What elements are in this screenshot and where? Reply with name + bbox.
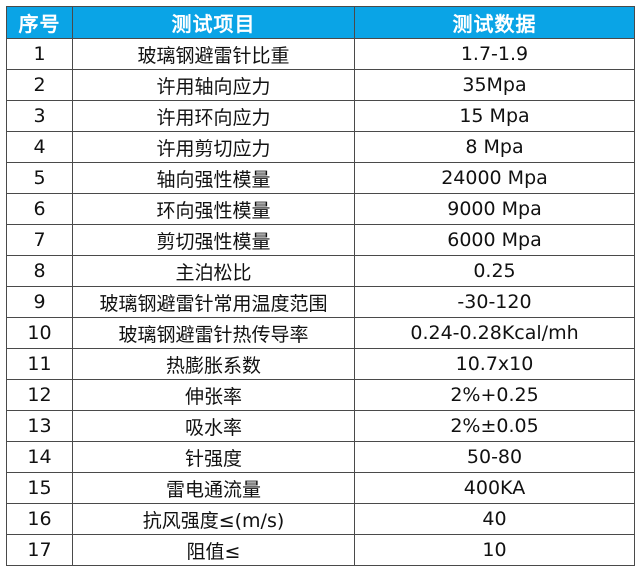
row-number: 10 [6,317,73,349]
table-row: 11 热膨胀系数 10.7x10 [6,348,635,380]
test-value: 2%±0.05 [354,410,635,442]
test-value: 50-80 [354,441,635,473]
row-number: 14 [6,441,73,473]
table-row: 12 伸张率 2%+0.25 [6,379,635,411]
table-row: 9 玻璃钢避雷针常用温度范围 -30-120 [6,286,635,318]
test-item: 玻璃钢避雷针常用温度范围 [72,286,355,318]
test-value: 1.7-1.9 [354,38,635,70]
test-value: 9000 Mpa [354,193,635,225]
table-row: 3 许用环向应力 15 Mpa [6,100,635,132]
row-number: 6 [6,193,73,225]
test-value: 24000 Mpa [354,162,635,194]
test-item: 轴向强性模量 [72,162,355,194]
test-value: 400KA [354,472,635,504]
test-item: 吸水率 [72,410,355,442]
test-item: 许用环向应力 [72,100,355,132]
row-number: 11 [6,348,73,380]
table-row: 14 针强度 50-80 [6,441,635,473]
header-no: 序号 [6,6,73,39]
header-row: 序号 测试项目 测试数据 [6,6,635,39]
test-value: 2%+0.25 [354,379,635,411]
row-number: 2 [6,69,73,101]
row-number: 5 [6,162,73,194]
test-item: 雷电通流量 [72,472,355,504]
test-value: 8 Mpa [354,131,635,163]
test-item: 剪切强性模量 [72,224,355,256]
table-header: 序号 测试项目 测试数据 [6,6,635,39]
test-item: 玻璃钢避雷针比重 [72,38,355,70]
test-item: 主泊松比 [72,255,355,287]
test-value: 6000 Mpa [354,224,635,256]
test-item: 伸张率 [72,379,355,411]
row-number: 4 [6,131,73,163]
table-body: 1 玻璃钢避雷针比重 1.7-1.9 2 许用轴向应力 35Mpa 3 许用环向应力 15 Mp… [6,38,635,566]
row-number: 16 [6,503,73,535]
test-item: 针强度 [72,441,355,473]
table-row: 16 抗风强度≤(m/s) 40 [6,503,635,535]
row-number: 7 [6,224,73,256]
test-value: -30-120 [354,286,635,318]
header-data: 测试数据 [354,6,635,39]
header-item: 测试项目 [72,6,355,39]
row-number: 8 [6,255,73,287]
spec-table-container: 序号 测试项目 测试数据 1 玻璃钢避雷针比重 1.7-1.9 2 许用轴向应力 35Mp… [6,6,635,566]
table-row: 7 剪切强性模量 6000 Mpa [6,224,635,256]
test-value: 10.7x10 [354,348,635,380]
test-item: 抗风强度≤(m/s) [72,503,355,535]
row-number: 17 [6,534,73,566]
test-item: 许用剪切应力 [72,131,355,163]
row-number: 12 [6,379,73,411]
table-row: 6 环向强性模量 9000 Mpa [6,193,635,225]
row-number: 3 [6,100,73,132]
test-value: 40 [354,503,635,535]
test-item: 玻璃钢避雷针热传导率 [72,317,355,349]
test-value: 35Mpa [354,69,635,101]
table-row: 13 吸水率 2%±0.05 [6,410,635,442]
table-row: 4 许用剪切应力 8 Mpa [6,131,635,163]
table-row: 2 许用轴向应力 35Mpa [6,69,635,101]
table-row: 5 轴向强性模量 24000 Mpa [6,162,635,194]
row-number: 1 [6,38,73,70]
row-number: 15 [6,472,73,504]
spec-table: 序号 测试项目 测试数据 1 玻璃钢避雷针比重 1.7-1.9 2 许用轴向应力 35Mp… [6,6,635,566]
table-row: 17 阻值≤ 10 [6,534,635,566]
test-value: 10 [354,534,635,566]
test-item: 环向强性模量 [72,193,355,225]
test-value: 0.24-0.28Kcal/mh [354,317,635,349]
table-row: 10 玻璃钢避雷针热传导率 0.24-0.28Kcal/mh [6,317,635,349]
test-item: 许用轴向应力 [72,69,355,101]
test-value: 0.25 [354,255,635,287]
test-item: 热膨胀系数 [72,348,355,380]
table-row: 15 雷电通流量 400KA [6,472,635,504]
table-row: 1 玻璃钢避雷针比重 1.7-1.9 [6,38,635,70]
table-row: 8 主泊松比 0.25 [6,255,635,287]
row-number: 9 [6,286,73,318]
row-number: 13 [6,410,73,442]
test-item: 阻值≤ [72,534,355,566]
test-value: 15 Mpa [354,100,635,132]
